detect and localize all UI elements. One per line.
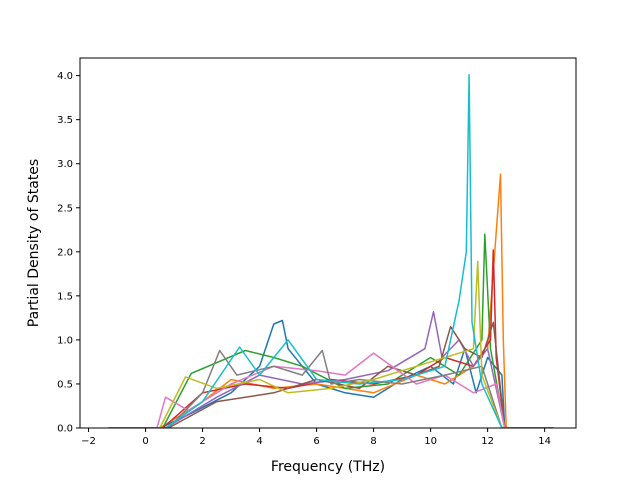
x-tick-label: −2 — [81, 436, 96, 447]
series-line-0 — [108, 319, 554, 428]
y-tick-label: 4.0 — [57, 71, 73, 82]
y-tick-label: 1.5 — [57, 291, 73, 302]
x-tick-label: 12 — [481, 436, 494, 447]
y-axis-ticks: 0.0 0.5 1.0 1.5 2.0 2.5 3.0 3.5 4.0 — [57, 71, 80, 435]
y-tick-label: 1.0 — [57, 335, 73, 346]
y-tick-label: 2.5 — [57, 203, 73, 214]
x-tick-label: 10 — [424, 436, 437, 447]
series-line-9 — [108, 73, 554, 428]
x-tick-label: 4 — [256, 436, 262, 447]
x-tick-label: 14 — [538, 436, 551, 447]
y-tick-label: 3.5 — [57, 115, 73, 126]
x-tick-label: 2 — [199, 436, 205, 447]
x-axis-ticks: −2 0 2 4 6 8 10 12 14 — [81, 428, 551, 447]
x-tick-label: 0 — [142, 436, 148, 447]
series-line-8 — [108, 260, 554, 428]
y-tick-label: 0.5 — [57, 379, 73, 390]
y-tick-label: 3.0 — [57, 159, 73, 170]
y-tick-label: 2.0 — [57, 247, 73, 258]
series-line-2 — [108, 233, 554, 428]
series-line-7 — [108, 349, 554, 428]
y-tick-label: 0.0 — [57, 424, 73, 435]
plot-frame — [79, 57, 577, 429]
x-tick-label: 8 — [370, 436, 376, 447]
series-layer — [108, 73, 554, 428]
x-axis-title: Frequency (THz) — [271, 459, 385, 475]
x-tick-label: 6 — [313, 436, 319, 447]
y-axis-title: Partial Density of States — [26, 159, 42, 327]
